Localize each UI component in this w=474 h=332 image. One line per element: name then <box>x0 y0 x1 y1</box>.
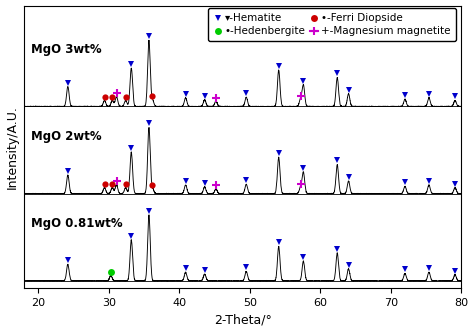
Y-axis label: Intensity/A.U.: Intensity/A.U. <box>6 105 18 189</box>
Text: MgO 2wt%: MgO 2wt% <box>31 130 102 143</box>
X-axis label: 2-Theta/°: 2-Theta/° <box>214 313 272 326</box>
Legend: ▾-Hematite, •-Hedenbergite, •-Ferri Diopside, +-Magnesium magnetite: ▾-Hematite, •-Hedenbergite, •-Ferri Diop… <box>208 8 456 42</box>
Text: MgO 3wt%: MgO 3wt% <box>31 43 102 56</box>
Text: MgO 0.81wt%: MgO 0.81wt% <box>31 217 123 230</box>
